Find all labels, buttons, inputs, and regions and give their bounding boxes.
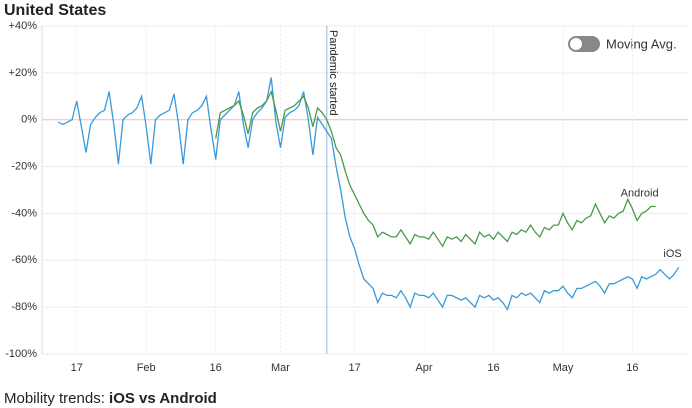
toggle-knob[interactable]	[570, 38, 582, 50]
y-tick-label: -40%	[11, 207, 37, 219]
series-line	[57, 77, 680, 311]
x-tick-label: 17	[71, 362, 83, 374]
x-tick-label: 16	[626, 362, 638, 374]
footer-emphasis: iOS vs Android	[109, 390, 217, 407]
x-tick-label: May	[553, 362, 574, 374]
series-line	[215, 89, 656, 248]
series-label: iOS	[663, 248, 681, 260]
y-tick-label: +20%	[9, 67, 38, 79]
x-tick-label: Mar	[271, 362, 290, 374]
moving-avg-toggle[interactable]: Moving Avg.	[568, 36, 677, 52]
y-tick-label: 0%	[21, 114, 37, 126]
x-tick-label: 16	[487, 362, 499, 374]
x-tick-label: Apr	[415, 362, 432, 374]
y-tick-label: -60%	[11, 254, 37, 266]
annotation-label: Pandemic started	[327, 30, 339, 116]
chart-title: United States	[4, 2, 106, 19]
x-tick-label: 16	[210, 362, 222, 374]
x-tick-label: Feb	[137, 362, 156, 374]
footer-prefix: Mobility trends:	[4, 390, 105, 407]
x-tick-label: 17	[348, 362, 360, 374]
series-label: Android	[621, 187, 659, 199]
y-tick-label: +40%	[9, 20, 38, 32]
y-tick-label: -80%	[11, 301, 37, 313]
y-tick-label: -100%	[5, 348, 37, 360]
y-tick-label: -20%	[11, 160, 37, 172]
toggle-label[interactable]: Moving Avg.	[606, 36, 677, 51]
grid	[42, 25, 688, 355]
footer: Mobility trends: iOS vs Android	[4, 390, 217, 407]
